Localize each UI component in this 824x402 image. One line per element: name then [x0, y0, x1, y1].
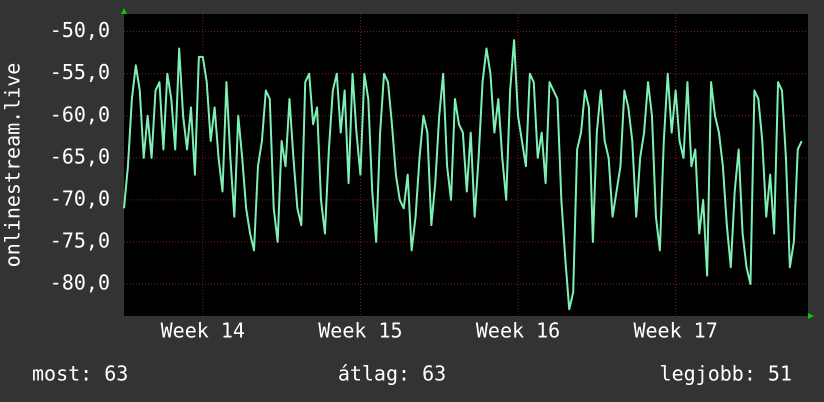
- data-line: [123, 39, 803, 311]
- y-tick-label: -70,0: [50, 186, 110, 210]
- y-tick-label: -80,0: [50, 271, 110, 295]
- y-tick-label: -55,0: [50, 60, 110, 84]
- axis-arrow: [121, 8, 127, 14]
- y-tick-label: -50,0: [50, 18, 110, 42]
- stat-current: most: 63: [32, 362, 128, 386]
- y-tick-label: -60,0: [50, 102, 110, 126]
- x-tick-label: Week 17: [633, 319, 717, 343]
- y-tick-label: -65,0: [50, 144, 110, 168]
- x-tick-label: Week 16: [476, 319, 560, 343]
- x-tick-label: Week 15: [318, 319, 402, 343]
- y-tick-label: -75,0: [50, 228, 110, 252]
- stat-average: átlag: 63: [338, 362, 446, 386]
- stat-best: legjobb: 51: [660, 362, 792, 386]
- x-tick-label: Week 14: [161, 319, 245, 343]
- axis-arrow: [808, 313, 814, 319]
- y-axis-label: onlinestream.live: [1, 63, 25, 268]
